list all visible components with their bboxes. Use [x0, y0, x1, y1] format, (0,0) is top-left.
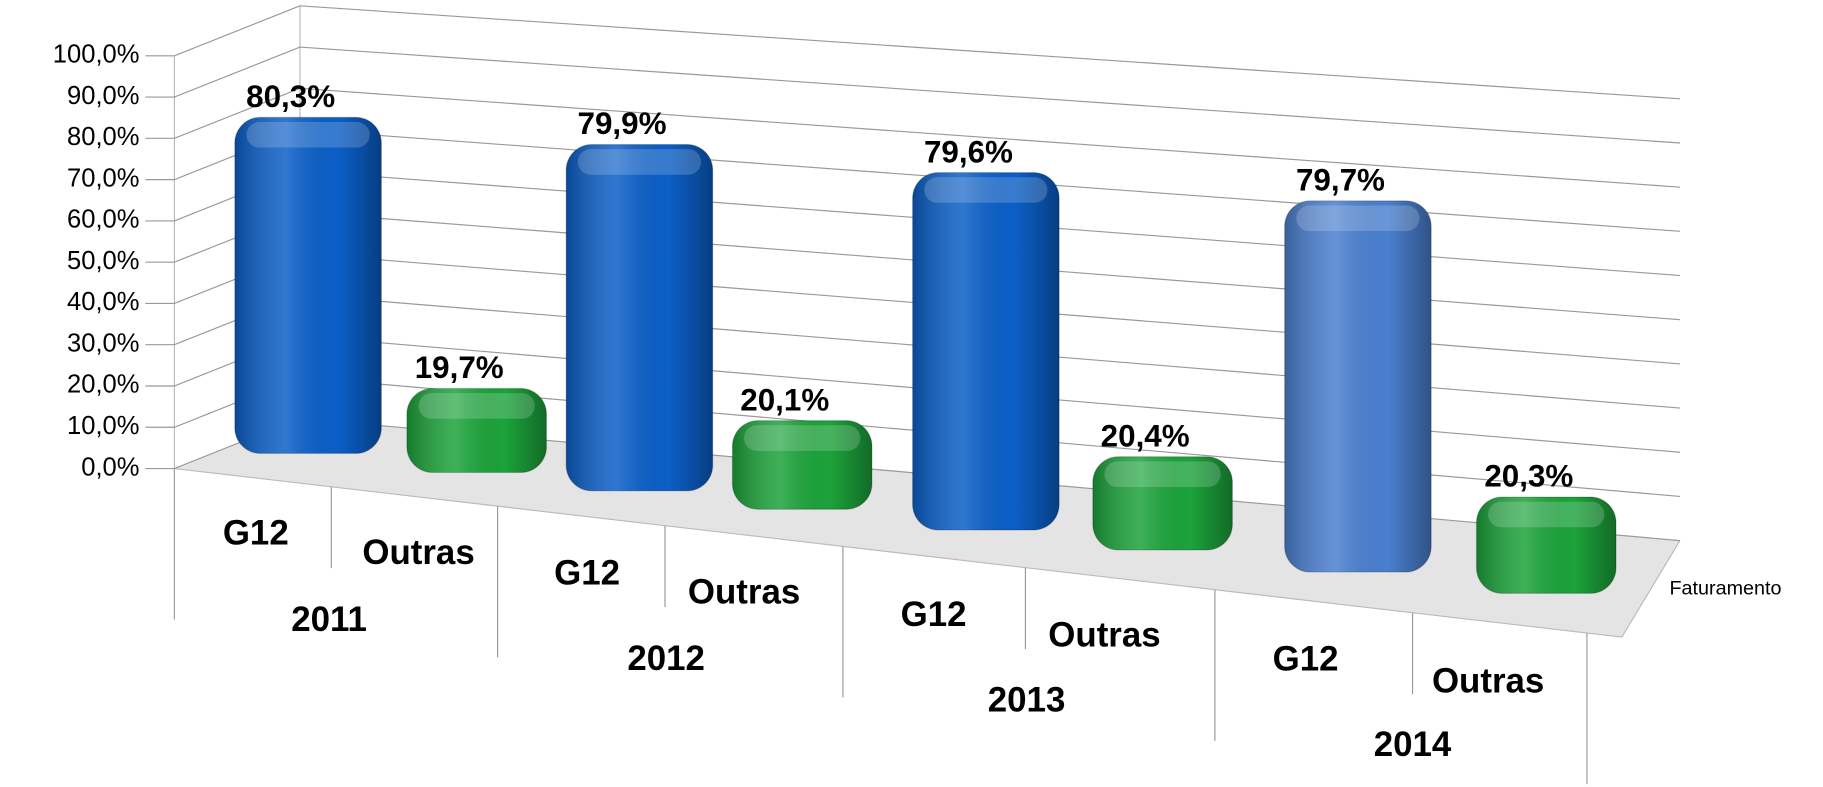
bar-shade [1476, 497, 1617, 594]
x-tick-label: G12 [554, 553, 620, 592]
series-label: Faturamento [1669, 578, 1781, 600]
y-tick-label: 10,0% [67, 412, 139, 440]
x-tick-label: Outras [1048, 616, 1160, 655]
y-tick-label: 100,0% [53, 41, 140, 69]
grid-line [145, 87, 1680, 188]
bar-top [418, 393, 535, 419]
data-label: 79,6% [924, 134, 1013, 169]
grid-line [145, 5, 1680, 100]
x-tick-label: Outras [688, 572, 800, 611]
x-tick-label: G12 [223, 514, 289, 553]
y-tick-label: 0,0% [81, 453, 139, 481]
plot: 0,0% 10,0% 20,0% 30,0% 40,0% 50,0% 60,0% 70,0% 8… [53, 5, 1781, 785]
y-tick-label: 70,0% [67, 164, 139, 192]
group-label: 2012 [627, 639, 705, 678]
x-tick-label: Outras [1432, 662, 1544, 701]
bar-top [924, 177, 1048, 203]
data-label: 20,3% [1484, 459, 1573, 494]
data-label: 19,7% [415, 350, 504, 385]
x-tick-label: G12 [901, 595, 967, 634]
bar-top [577, 149, 702, 175]
bar-top [1296, 205, 1420, 232]
bar-shade [234, 117, 382, 454]
floor-edge [174, 467, 1622, 638]
x-tick-label: G12 [1273, 640, 1339, 679]
bar-top [1488, 501, 1605, 528]
bar-top [246, 121, 370, 148]
bar-top [1104, 461, 1221, 487]
bar-shade [1092, 456, 1233, 550]
y-tick-label: 60,0% [67, 206, 139, 234]
y-tick-label: 80,0% [67, 123, 139, 151]
bar-shade [406, 388, 547, 473]
bar-shade [566, 144, 713, 491]
data-label: 79,7% [1296, 163, 1385, 198]
right-edge [1621, 540, 1681, 638]
y-tick-label: 90,0% [67, 82, 139, 110]
y-tick-label: 20,0% [67, 371, 139, 399]
data-label: 20,4% [1101, 418, 1190, 453]
floor [174, 418, 1680, 638]
y-tick-label: 40,0% [67, 288, 139, 316]
data-label: 20,1% [740, 382, 829, 417]
group-label: 2014 [1374, 725, 1452, 764]
grid-line [145, 46, 1680, 144]
group-label: 2013 [988, 680, 1066, 719]
bar-shade [732, 420, 872, 510]
group-label: 2011 [291, 600, 367, 639]
bar-shade [1284, 200, 1432, 573]
data-label: 79,9% [578, 106, 667, 141]
bar-top [744, 425, 861, 451]
bar-shade [912, 172, 1060, 531]
data-label: 80,3% [246, 79, 335, 114]
x-tick-label: Outras [362, 533, 474, 572]
y-tick-label: 30,0% [67, 329, 139, 357]
y-tick-label: 50,0% [67, 247, 139, 275]
